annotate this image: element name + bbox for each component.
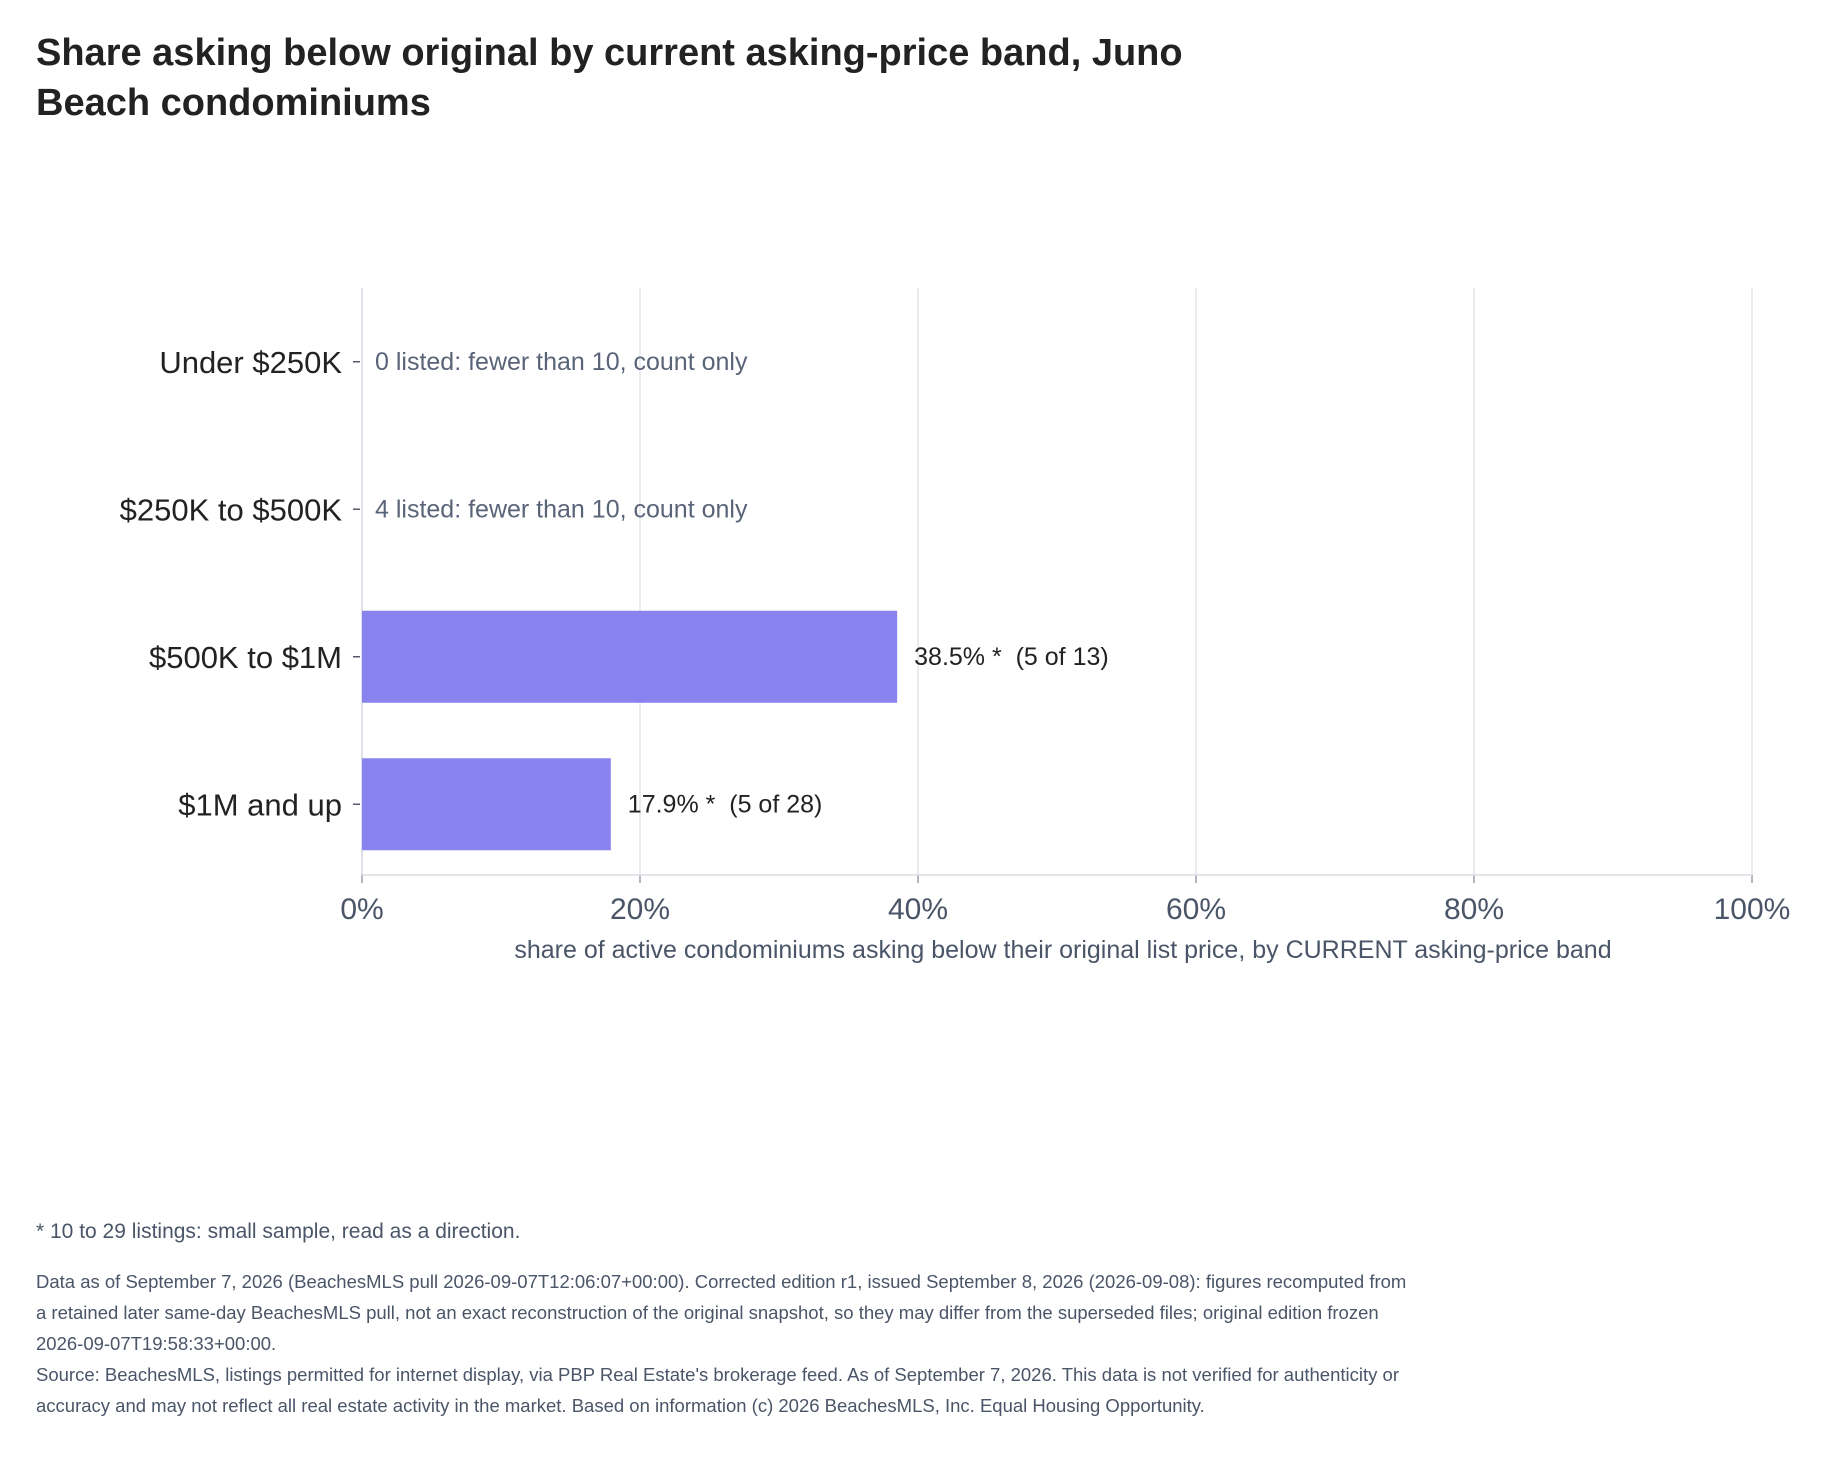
x-tick-label: 100% — [1714, 893, 1791, 926]
sample-size-footnote: * 10 to 29 listings: small sample, read … — [36, 1220, 521, 1243]
y-tick-label: $500K to $1M — [149, 640, 342, 675]
bar — [362, 610, 898, 703]
x-axis-label: share of active condominiums asking belo… — [514, 936, 1611, 964]
x-tick-label: 40% — [888, 893, 948, 926]
x-tick-label: 0% — [340, 893, 383, 926]
y-tick-label: $1M and up — [178, 787, 342, 822]
x-tick-label: 60% — [1166, 893, 1226, 926]
data-labels: 0 listed: fewer than 10, count only 4 lis… — [375, 348, 1109, 819]
chart-title: Share asking below original by current a… — [36, 32, 1183, 124]
data-label: 38.5% * (5 of 13) — [914, 643, 1109, 671]
y-tick-label: $250K to $500K — [120, 492, 343, 527]
data-as-of-note: Data as of September 7, 2026 (BeachesMLS… — [36, 1271, 1407, 1354]
x-tick-label: 20% — [610, 893, 670, 926]
bars — [362, 610, 898, 851]
y-tick-label: Under $250K — [159, 345, 342, 380]
x-tick-label: 80% — [1444, 893, 1504, 926]
source-note: Source: BeachesMLS, listings permitted f… — [36, 1364, 1399, 1416]
count-only-label: 4 listed: fewer than 10, count only — [375, 495, 748, 523]
data-label: 17.9% * (5 of 28) — [628, 790, 823, 818]
x-axis: 0% 20% 40% 60% 80% 100% — [340, 288, 1790, 926]
y-axis-labels: Under $250K $250K to $500K $500K to $1M $1M… — [120, 345, 360, 822]
source-notes: Data as of September 7, 2026 (BeachesMLS… — [36, 1266, 1416, 1421]
count-only-label: 0 listed: fewer than 10, count only — [375, 348, 748, 376]
bar — [362, 758, 611, 851]
bar-chart: 0% 20% 40% 60% 80% 100% Under $250K $250K to $… — [120, 288, 1790, 964]
